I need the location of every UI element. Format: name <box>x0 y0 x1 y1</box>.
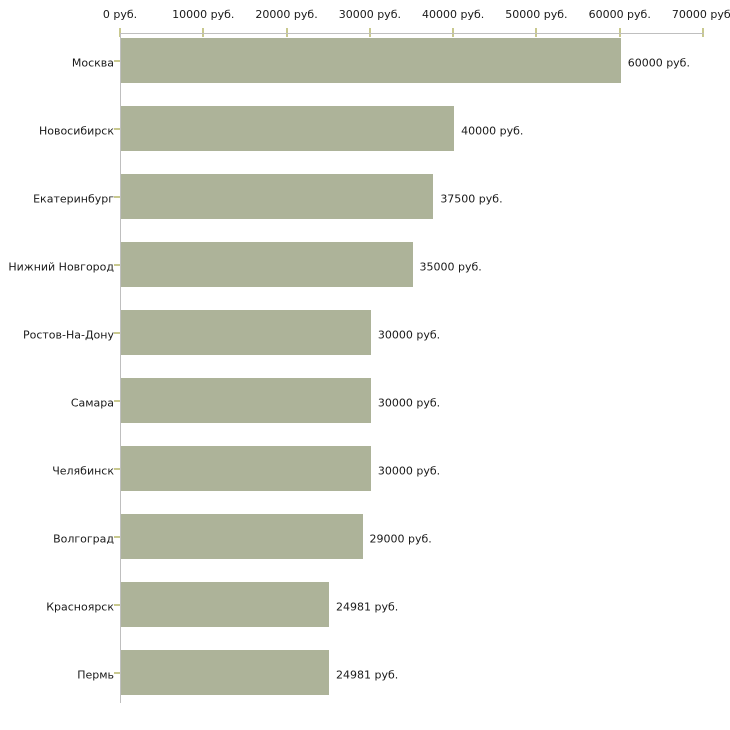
x-axis-tick-label: 70000 руб. <box>671 8 730 21</box>
bar <box>121 446 371 491</box>
x-axis-tick <box>285 28 288 37</box>
x-axis-tick <box>535 28 538 37</box>
value-label: 24981 руб. <box>336 668 399 681</box>
x-axis-tick-label: 20000 руб. <box>255 8 318 21</box>
x-axis-tick <box>452 28 455 37</box>
bar <box>121 310 371 355</box>
bar <box>121 38 621 83</box>
x-axis-tick <box>368 28 371 37</box>
value-label: 24981 руб. <box>336 600 399 613</box>
bar <box>121 378 371 423</box>
x-axis-tick <box>618 28 621 37</box>
x-axis-tick-label: 0 руб. <box>102 8 138 21</box>
y-axis-tick <box>114 263 120 266</box>
y-axis-tick <box>114 195 120 198</box>
value-label: 40000 руб. <box>461 124 524 137</box>
value-label: 37500 руб. <box>440 192 503 205</box>
bar <box>121 174 434 219</box>
y-axis-tick <box>114 535 120 538</box>
value-label: 29000 руб. <box>369 532 432 545</box>
x-axis-tick-label: 40000 руб. <box>422 8 485 21</box>
y-axis-tick <box>114 467 120 470</box>
bar <box>121 582 330 627</box>
category-label: Новосибирск <box>38 124 114 137</box>
x-axis-tick-label: 50000 руб. <box>505 8 568 21</box>
y-axis-tick <box>114 603 120 606</box>
x-axis-tick-label: 30000 руб. <box>338 8 401 21</box>
x-axis-tick-label: 10000 руб. <box>172 8 235 21</box>
category-label: Красноярск <box>46 600 114 613</box>
x-axis-line <box>120 33 704 34</box>
category-label: Пермь <box>77 668 114 681</box>
value-label: 30000 руб. <box>377 328 441 341</box>
x-axis-tick-label: 60000 руб. <box>588 8 651 21</box>
value-label: 35000 руб. <box>419 260 482 273</box>
y-axis-line <box>120 33 121 703</box>
y-axis-tick <box>114 671 120 674</box>
category-label: Самара <box>70 396 114 409</box>
category-label: Волгоград <box>53 532 114 545</box>
y-axis-tick <box>114 331 120 334</box>
value-label: 30000 руб. <box>377 464 441 477</box>
value-label: 30000 руб. <box>377 396 441 409</box>
bar <box>121 242 413 287</box>
y-axis-tick <box>114 127 120 130</box>
x-axis-tick <box>202 28 205 37</box>
category-label: Нижний Новгород <box>8 260 114 273</box>
y-axis-tick <box>114 399 120 402</box>
category-label: Челябинск <box>52 464 114 477</box>
x-axis-tick <box>119 28 121 37</box>
category-label: Екатеринбург <box>33 192 114 205</box>
bar <box>121 650 330 695</box>
category-label: Ростов-На-Дону <box>22 328 114 341</box>
value-label: 60000 руб. <box>627 56 690 69</box>
bar <box>121 106 455 151</box>
x-axis-tick <box>702 28 704 37</box>
y-axis-tick <box>114 59 120 62</box>
bar <box>121 514 363 559</box>
category-label: Москва <box>71 56 114 69</box>
